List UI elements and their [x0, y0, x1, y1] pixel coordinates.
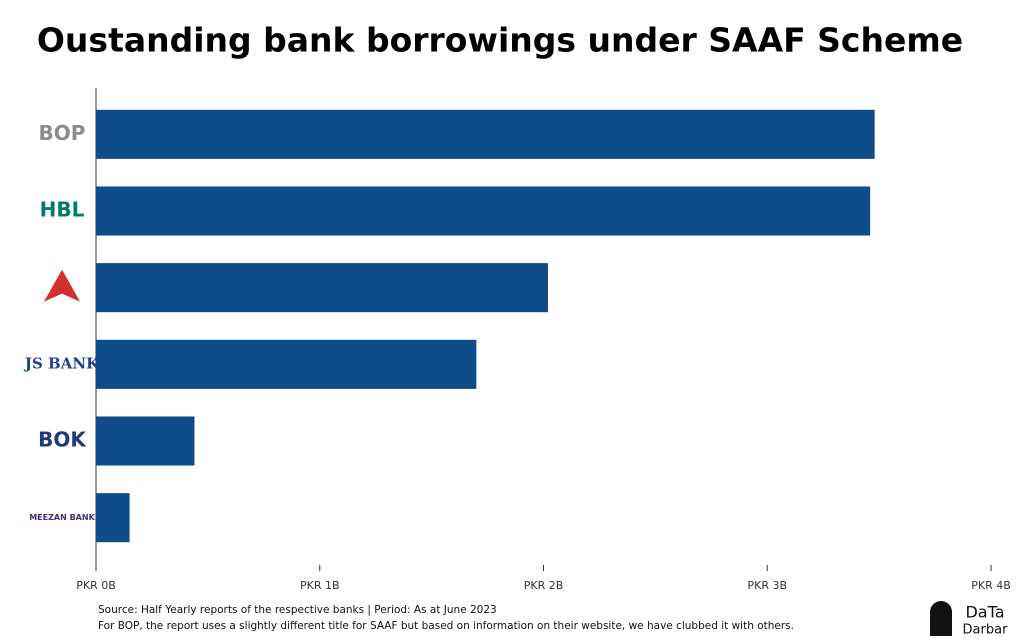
x-tick-label: PKR 1B [300, 579, 340, 592]
x-tick-label: PKR 2B [524, 579, 564, 592]
bar [96, 263, 548, 313]
x-tick-label: PKR 0B [76, 579, 116, 592]
bank-label: BOK [38, 428, 87, 452]
source-note: Source: Half Yearly reports of the respe… [98, 604, 497, 616]
chart-title: Oustanding bank borrowings under SAAF Sc… [37, 21, 963, 60]
bank-label: JS BANK [23, 354, 100, 372]
bank-label: MEEZAN BANK [29, 513, 95, 522]
bar [96, 109, 875, 159]
brand-bottom: Darbar [963, 623, 1009, 638]
x-tick-label: PKR 4B [971, 579, 1011, 592]
bank-logo [44, 269, 80, 302]
bar [96, 186, 871, 236]
bar [96, 416, 195, 466]
bar [96, 493, 130, 543]
bank-label: BOP [39, 121, 86, 145]
bank-label: HBL [40, 198, 85, 222]
brand-top: DaTa [965, 603, 1004, 622]
footnote: For BOP, the report uses a slightly diff… [98, 620, 794, 632]
brand-icon [930, 601, 952, 636]
x-tick-label: PKR 3B [747, 579, 787, 592]
bar [96, 339, 477, 389]
